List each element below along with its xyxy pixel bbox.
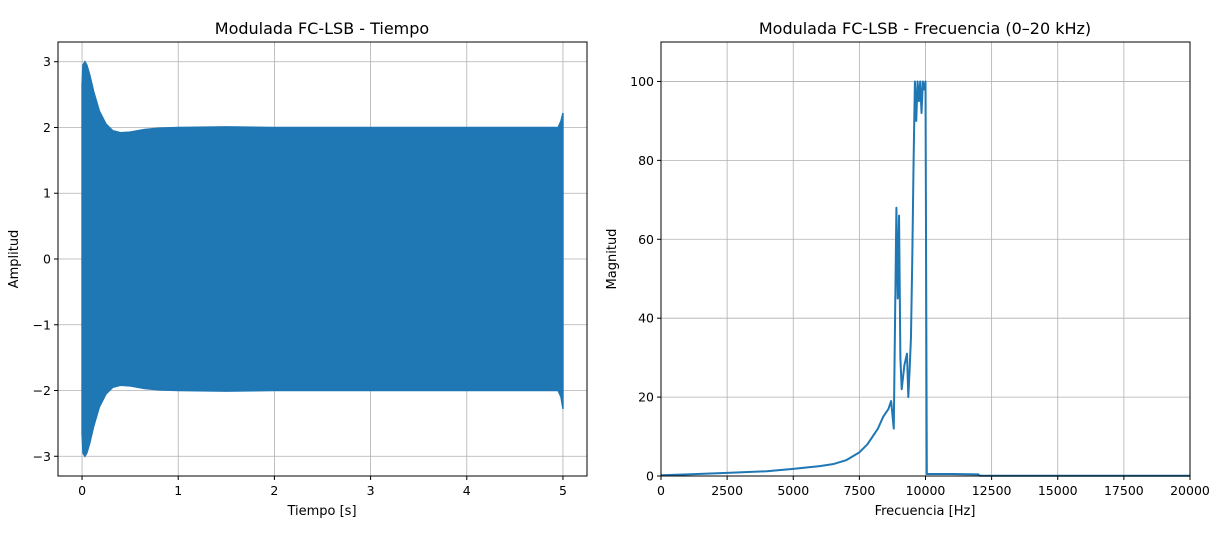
chart-title: Modulada FC-LSB - Tiempo bbox=[215, 19, 429, 38]
y-tick-labels: −3 −2 −1 0 1 2 3 bbox=[33, 54, 58, 464]
y-tick-label: 60 bbox=[638, 232, 654, 247]
chart-title: Modulada FC-LSB - Frecuencia (0–20 kHz) bbox=[759, 19, 1091, 38]
y-tick-label: 20 bbox=[638, 390, 654, 405]
time-domain-chart: Modulada FC-LSB - Tiempo 0 1 2 3 4 5 −3 −2 −1 0 1… bbox=[7, 19, 588, 519]
x-tick-label: 4 bbox=[463, 483, 471, 498]
x-tick-label: 1 bbox=[174, 483, 182, 498]
y-tick-label: −1 bbox=[33, 317, 51, 332]
y-tick-label: 80 bbox=[638, 153, 654, 168]
x-tick-label: 0 bbox=[657, 483, 665, 498]
series-group bbox=[81, 60, 564, 458]
y-tick-label: 2 bbox=[43, 120, 51, 135]
x-tick-label: 7500 bbox=[843, 483, 875, 498]
y-axis-label: Amplitud bbox=[7, 230, 22, 289]
x-tick-label: 2 bbox=[270, 483, 278, 498]
x-tick-label: 5000 bbox=[777, 483, 809, 498]
x-tick-label: 12500 bbox=[972, 483, 1012, 498]
y-axis-label: Magnitud bbox=[605, 229, 620, 290]
x-tick-labels: 0 1 2 3 4 5 bbox=[78, 476, 567, 498]
x-tick-label: 0 bbox=[78, 483, 86, 498]
x-tick-label: 5 bbox=[559, 483, 567, 498]
x-tick-label: 15000 bbox=[1038, 483, 1078, 498]
spectrum-line bbox=[660, 80, 1190, 477]
x-tick-label: 20000 bbox=[1170, 483, 1210, 498]
y-tick-label: 100 bbox=[630, 74, 654, 89]
signal-envelope bbox=[81, 60, 564, 458]
series-group bbox=[660, 80, 1190, 477]
y-tick-labels: 0 20 40 60 80 100 bbox=[630, 74, 661, 484]
x-tick-label: 2500 bbox=[711, 483, 743, 498]
y-tick-label: 3 bbox=[43, 54, 51, 69]
x-axis-label: Frecuencia [Hz] bbox=[875, 504, 976, 519]
x-tick-labels: 0 2500 5000 7500 10000 12500 15000 17500 20000 bbox=[657, 476, 1210, 498]
x-tick-label: 17500 bbox=[1104, 483, 1144, 498]
x-axis-label: Tiempo [s] bbox=[286, 504, 356, 519]
y-tick-label: −2 bbox=[33, 383, 51, 398]
frequency-domain-chart: Modulada FC-LSB - Frecuencia (0–20 kHz) … bbox=[605, 19, 1210, 519]
y-tick-label: 0 bbox=[43, 252, 51, 267]
y-tick-label: 1 bbox=[43, 186, 51, 201]
y-tick-label: 40 bbox=[638, 311, 654, 326]
y-tick-label: −3 bbox=[33, 449, 51, 464]
x-tick-label: 10000 bbox=[906, 483, 946, 498]
y-tick-label: 0 bbox=[646, 469, 654, 484]
x-tick-label: 3 bbox=[367, 483, 375, 498]
